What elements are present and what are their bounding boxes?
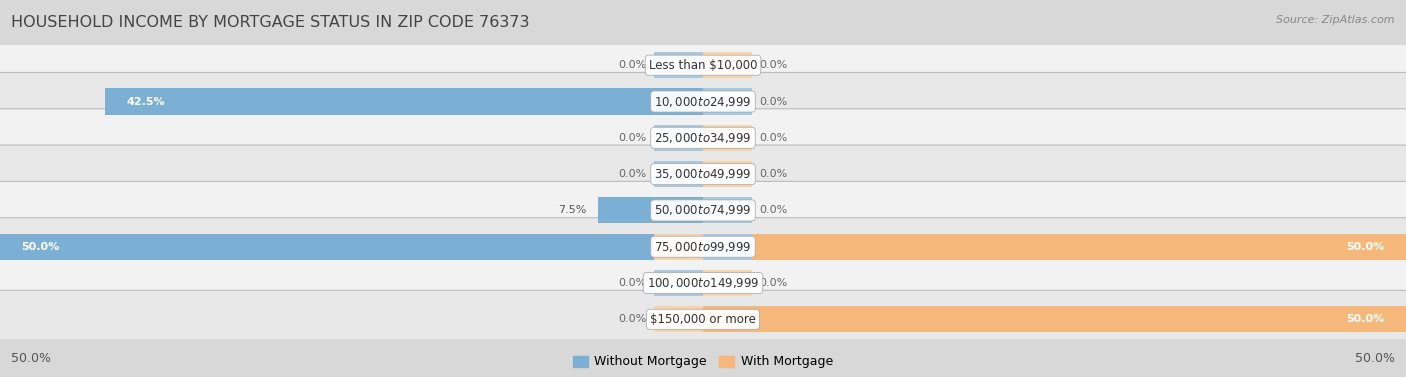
Text: $50,000 to $74,999: $50,000 to $74,999 [654, 204, 752, 218]
Text: 0.0%: 0.0% [759, 205, 787, 215]
Text: 50.0%: 50.0% [11, 352, 51, 365]
Bar [703, 234, 1406, 260]
Bar [654, 306, 703, 333]
FancyBboxPatch shape [0, 290, 1406, 348]
Text: 0.0%: 0.0% [619, 169, 647, 179]
Bar [654, 306, 703, 333]
Text: 7.5%: 7.5% [558, 205, 586, 215]
Text: 0.0%: 0.0% [759, 169, 787, 179]
FancyBboxPatch shape [0, 254, 1406, 312]
Bar [703, 306, 1406, 333]
Text: HOUSEHOLD INCOME BY MORTGAGE STATUS IN ZIP CODE 76373: HOUSEHOLD INCOME BY MORTGAGE STATUS IN Z… [11, 15, 530, 30]
Bar [654, 52, 703, 78]
Bar [703, 52, 752, 78]
Text: $25,000 to $34,999: $25,000 to $34,999 [654, 131, 752, 145]
Text: 0.0%: 0.0% [619, 314, 647, 324]
FancyBboxPatch shape [0, 218, 1406, 276]
Text: 0.0%: 0.0% [619, 60, 647, 70]
Bar [654, 125, 703, 151]
Bar [703, 197, 752, 224]
FancyBboxPatch shape [0, 36, 1406, 94]
Bar [703, 89, 752, 115]
Text: Source: ZipAtlas.com: Source: ZipAtlas.com [1277, 15, 1395, 25]
Text: $150,000 or more: $150,000 or more [650, 313, 756, 326]
Text: $35,000 to $49,999: $35,000 to $49,999 [654, 167, 752, 181]
Text: 0.0%: 0.0% [759, 278, 787, 288]
Bar [703, 197, 752, 224]
Bar [703, 161, 752, 187]
Bar [703, 125, 752, 151]
Bar [654, 270, 703, 296]
Text: 0.0%: 0.0% [619, 133, 647, 143]
Bar [703, 234, 752, 260]
Text: 50.0%: 50.0% [1355, 352, 1395, 365]
Legend: Without Mortgage, With Mortgage: Without Mortgage, With Mortgage [568, 350, 838, 374]
Bar [0, 234, 703, 260]
FancyBboxPatch shape [0, 109, 1406, 167]
Text: 0.0%: 0.0% [759, 133, 787, 143]
Text: 50.0%: 50.0% [1347, 242, 1385, 252]
Text: 0.0%: 0.0% [619, 278, 647, 288]
Text: $10,000 to $24,999: $10,000 to $24,999 [654, 95, 752, 109]
Bar [703, 89, 752, 115]
Bar [598, 197, 703, 224]
FancyBboxPatch shape [0, 72, 1406, 130]
Text: 50.0%: 50.0% [21, 242, 59, 252]
Text: 42.5%: 42.5% [127, 97, 165, 107]
Text: 50.0%: 50.0% [1347, 314, 1385, 324]
Text: 0.0%: 0.0% [759, 60, 787, 70]
Text: $100,000 to $149,999: $100,000 to $149,999 [647, 276, 759, 290]
FancyBboxPatch shape [0, 145, 1406, 203]
Bar [654, 234, 703, 260]
Text: $75,000 to $99,999: $75,000 to $99,999 [654, 240, 752, 254]
Bar [703, 270, 752, 296]
Bar [105, 89, 703, 115]
Bar [654, 161, 703, 187]
Text: Less than $10,000: Less than $10,000 [648, 59, 758, 72]
FancyBboxPatch shape [0, 181, 1406, 239]
Text: 0.0%: 0.0% [759, 97, 787, 107]
